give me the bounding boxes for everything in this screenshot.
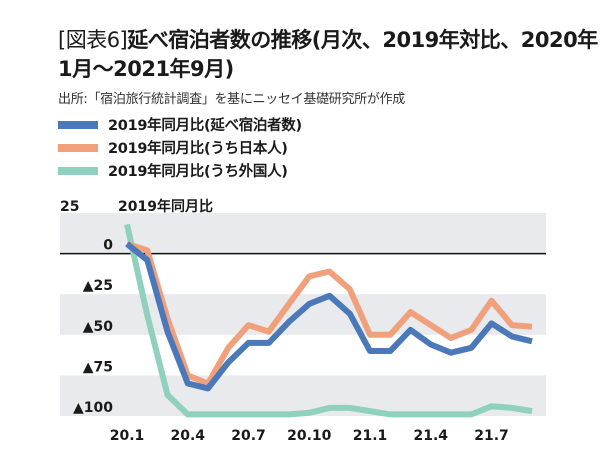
series-line-2 xyxy=(124,223,533,418)
y-tick-label: ▲50 xyxy=(83,319,114,335)
y-tick-label: 25 xyxy=(60,199,79,215)
legend-item-japanese: 2019年同月比(うち日本人) xyxy=(58,136,302,159)
y-tick-label: 0 xyxy=(103,238,113,254)
x-tick-label: 21.7 xyxy=(474,428,509,444)
series-line-0 xyxy=(125,241,533,392)
x-tick-label: 21.1 xyxy=(353,428,388,444)
legend-label: 2019年同月比(延べ宿泊者数) xyxy=(108,118,302,134)
y-tick-label: ▲25 xyxy=(83,278,113,294)
legend-item-total: 2019年同月比(延べ宿泊者数) xyxy=(58,113,302,136)
legend-swatch xyxy=(58,143,98,152)
chart-title-text: 延べ宿泊者数の推移(月次、2019年対比、2020年1月～2021年9月) xyxy=(58,28,598,81)
legend-label: 2019年同月比(うち外国人) xyxy=(108,164,288,180)
legend: 2019年同月比(延べ宿泊者数) 2019年同月比(うち日本人) 2019年同月… xyxy=(58,113,302,182)
legend-item-foreign: 2019年同月比(うち外国人) xyxy=(58,159,302,182)
series-line-1 xyxy=(126,241,533,387)
y-tick-label: ▲100 xyxy=(73,400,113,416)
x-tick-label: 20.4 xyxy=(170,428,205,444)
legend-swatch xyxy=(58,120,98,129)
x-tick-label: 21.4 xyxy=(413,428,448,444)
chart-title-prefix: [図表6] xyxy=(58,28,128,52)
chart-title: [図表6]延べ宿泊者数の推移(月次、2019年対比、2020年1月～2021年9… xyxy=(58,26,598,84)
y-tick-label: ▲75 xyxy=(83,359,113,375)
legend-label: 2019年同月比(うち日本人) xyxy=(108,141,288,157)
grid-band xyxy=(60,294,546,335)
legend-swatch xyxy=(58,166,98,175)
y-axis-label: 2019年同月比 xyxy=(118,198,213,215)
x-tick-label: 20.7 xyxy=(231,428,266,444)
x-tick-label: 20.1 xyxy=(110,428,145,444)
chart-source: 出所:「宿泊旅行統計調査」を基にニッセイ基礎研究所が作成 xyxy=(58,92,405,107)
x-tick-label: 20.10 xyxy=(287,428,332,444)
grid-band xyxy=(60,375,546,416)
